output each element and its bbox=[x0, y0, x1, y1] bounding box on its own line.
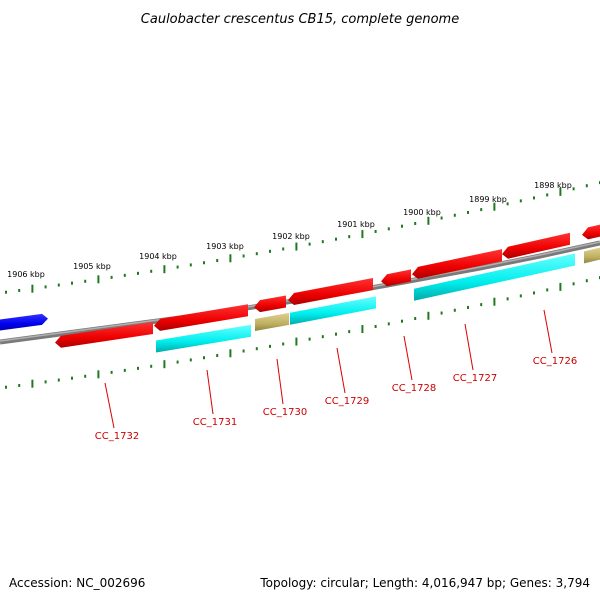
feature-cc1730-red[interactable] bbox=[254, 295, 286, 313]
feature-cc1731-reverse[interactable] bbox=[156, 324, 251, 353]
gene-label-cc1732[interactable]: CC_1732 bbox=[95, 431, 139, 442]
genome-summary-text: Topology: circular; Length: 4,016,947 bp… bbox=[259, 576, 590, 590]
feature-blue[interactable] bbox=[0, 313, 48, 331]
label-connectors bbox=[104, 309, 553, 429]
kbp-label-1900: 1900 kbp bbox=[403, 208, 441, 217]
kbp-label-1898: 1898 kbp bbox=[534, 181, 572, 190]
feature-cc1726-red[interactable] bbox=[502, 232, 570, 259]
feature-cc1729[interactable] bbox=[290, 296, 376, 325]
label-connector bbox=[464, 323, 474, 371]
feature-edge-khaki[interactable] bbox=[584, 247, 600, 264]
feature-cc1730[interactable] bbox=[255, 312, 289, 331]
feature-edge-red[interactable] bbox=[582, 224, 600, 240]
feature-cc1728[interactable] bbox=[381, 269, 411, 287]
kbp-label-1902: 1902 kbp bbox=[272, 232, 310, 241]
kbp-label-1901: 1901 kbp bbox=[337, 220, 375, 229]
label-connector bbox=[336, 347, 346, 394]
kbp-label-1906: 1906 kbp bbox=[7, 270, 45, 279]
feature-cc1729-red[interactable] bbox=[288, 278, 373, 305]
kbp-label-1903: 1903 kbp bbox=[206, 242, 244, 251]
gene-label-cc1730[interactable]: CC_1730 bbox=[263, 407, 307, 418]
feature-cc1731[interactable] bbox=[154, 304, 248, 331]
gene-label-cc1729[interactable]: CC_1729 bbox=[325, 396, 369, 407]
inner-scale-ticks bbox=[5, 276, 600, 389]
map-title: Caulobacter crescentus CB15, complete ge… bbox=[141, 12, 459, 27]
accession-text: Accession: NC_002696 bbox=[9, 576, 145, 590]
gene-label-cc1727[interactable]: CC_1727 bbox=[453, 373, 497, 384]
kbp-label-1905: 1905 kbp bbox=[73, 262, 111, 271]
kbp-label-1904: 1904 kbp bbox=[139, 252, 177, 261]
kbp-label-1899: 1899 kbp bbox=[469, 195, 507, 204]
gene-label-cc1731[interactable]: CC_1731 bbox=[193, 417, 237, 428]
label-connector bbox=[104, 382, 115, 429]
label-connector bbox=[403, 335, 413, 381]
feature-track bbox=[0, 224, 600, 353]
label-connector bbox=[276, 358, 284, 405]
label-connector bbox=[543, 309, 553, 354]
gene-label-cc1728[interactable]: CC_1728 bbox=[392, 383, 436, 394]
outer-scale-ticks bbox=[5, 181, 600, 294]
label-connector bbox=[206, 369, 214, 415]
feature-cc1727[interactable] bbox=[414, 253, 575, 301]
gene-label-cc1726[interactable]: CC_1726 bbox=[533, 356, 577, 367]
feature-cc1732[interactable] bbox=[55, 322, 153, 348]
feature-cc1727-red[interactable] bbox=[412, 249, 502, 279]
